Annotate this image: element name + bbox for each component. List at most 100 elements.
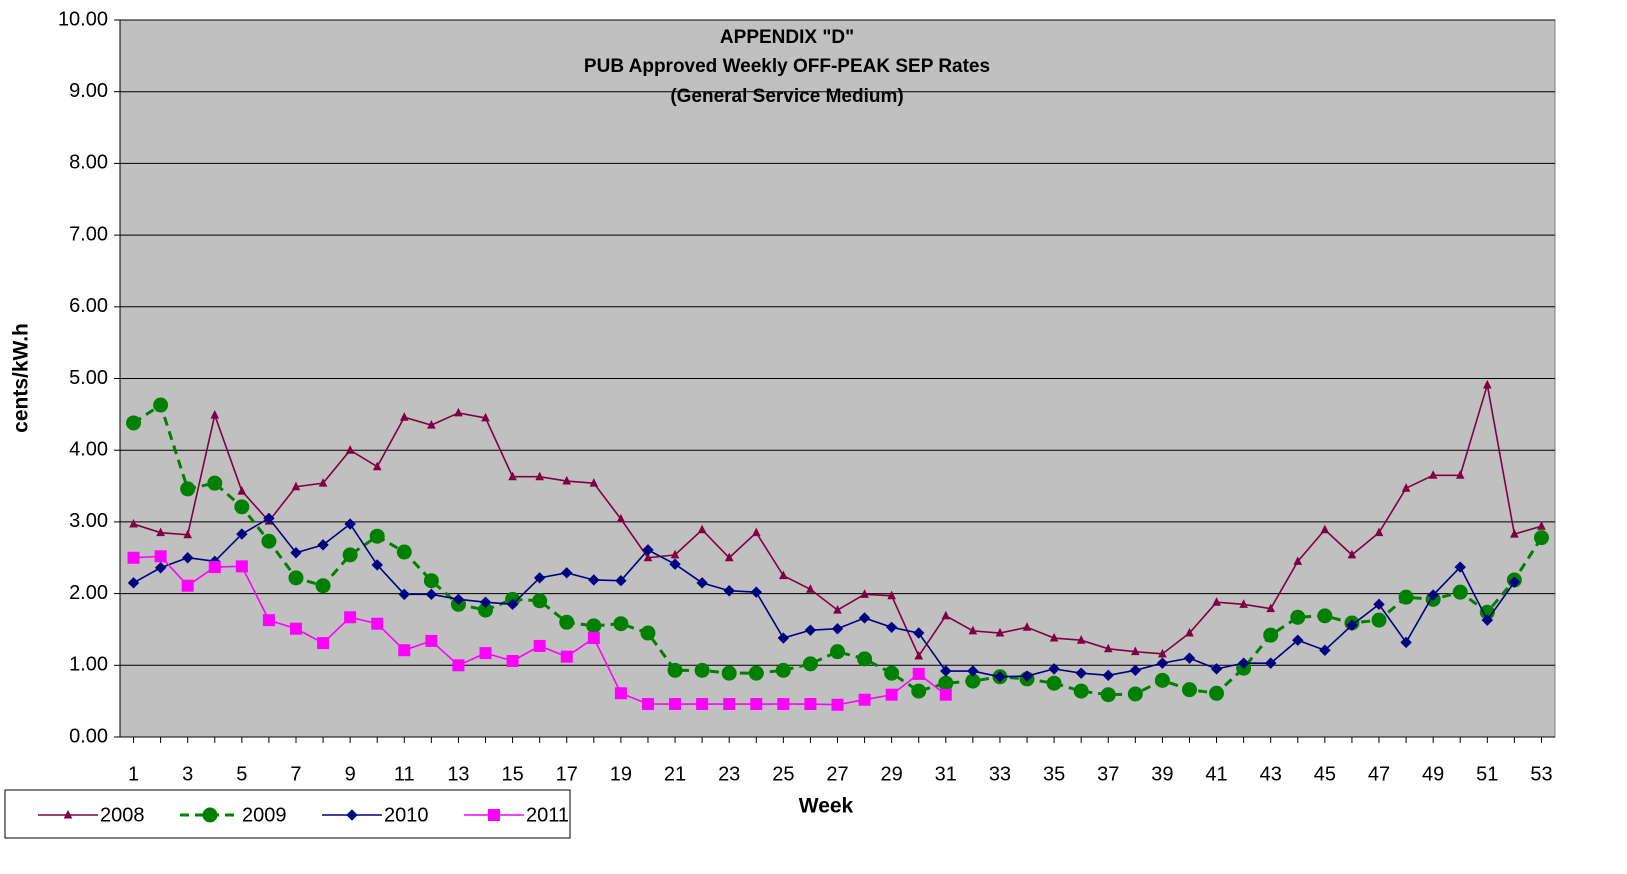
legend xyxy=(4,789,571,839)
x-tick-label: 27 xyxy=(826,763,848,785)
y-tick-label: 2.00 xyxy=(69,582,108,604)
marker xyxy=(912,667,925,680)
marker xyxy=(288,570,304,586)
marker xyxy=(669,558,681,570)
marker xyxy=(911,683,927,699)
marker xyxy=(396,544,412,560)
marker xyxy=(804,624,817,636)
marker xyxy=(1210,663,1223,675)
marker xyxy=(1265,657,1277,669)
chart-title: PUB Approved Weekly OFF-PEAK SEP Rates xyxy=(584,56,990,77)
legend-label: 2011 xyxy=(526,804,569,826)
x-tick-label: 43 xyxy=(1260,763,1282,785)
legend-label: 2008 xyxy=(100,804,145,826)
marker xyxy=(559,614,575,630)
marker xyxy=(208,561,221,574)
marker xyxy=(183,529,192,539)
marker xyxy=(1454,561,1466,573)
x-tick-label: 41 xyxy=(1205,763,1227,785)
marker xyxy=(1239,599,1248,608)
series xyxy=(127,550,952,711)
marker xyxy=(1131,646,1140,656)
marker xyxy=(860,589,869,598)
marker xyxy=(237,485,247,495)
marker xyxy=(1533,530,1549,546)
y-tick-label: 1.00 xyxy=(69,654,108,676)
marker xyxy=(234,499,250,515)
x-tick-label: 51 xyxy=(1476,763,1498,785)
marker xyxy=(180,481,196,497)
marker xyxy=(1046,675,1062,691)
marker xyxy=(721,665,737,681)
marker xyxy=(1428,470,1438,479)
legend-label: 2010 xyxy=(384,804,429,826)
marker xyxy=(1103,643,1113,653)
marker xyxy=(317,539,329,551)
marker xyxy=(318,478,328,487)
marker xyxy=(858,612,871,624)
marker xyxy=(235,560,248,573)
marker xyxy=(723,698,736,711)
marker xyxy=(533,639,546,652)
marker xyxy=(345,445,355,454)
marker xyxy=(1455,470,1465,479)
x-tick-label: 7 xyxy=(290,763,301,785)
marker xyxy=(481,412,490,422)
marker xyxy=(289,622,302,635)
marker xyxy=(315,578,331,594)
marker xyxy=(181,579,194,592)
marker xyxy=(777,698,790,711)
marker xyxy=(129,518,138,528)
marker xyxy=(775,662,791,678)
marker xyxy=(1181,682,1197,698)
marker xyxy=(371,617,384,630)
marker xyxy=(1347,549,1357,559)
marker xyxy=(342,547,358,563)
marker xyxy=(290,547,302,559)
marker xyxy=(1212,597,1221,606)
marker xyxy=(1508,576,1521,588)
marker xyxy=(804,698,817,711)
marker xyxy=(1102,669,1114,682)
marker xyxy=(126,415,142,431)
marker xyxy=(887,590,896,600)
marker xyxy=(263,512,275,525)
x-tick-label: 13 xyxy=(447,763,469,785)
marker xyxy=(1452,584,1468,600)
legend-marker xyxy=(63,809,73,819)
marker xyxy=(857,651,873,667)
chart-title: APPENDIX "D" xyxy=(720,27,854,48)
marker xyxy=(154,550,167,563)
legend-label: 2009 xyxy=(242,804,287,826)
marker xyxy=(1290,609,1306,625)
x-tick-label: 37 xyxy=(1097,763,1119,785)
marker xyxy=(425,588,438,601)
y-tick-label: 9.00 xyxy=(69,80,108,102)
series xyxy=(129,379,1546,660)
x-tick-label: 1 xyxy=(128,763,139,785)
marker xyxy=(833,604,842,614)
marker xyxy=(643,552,653,562)
marker xyxy=(831,698,844,711)
marker xyxy=(1319,644,1331,656)
marker xyxy=(670,549,680,559)
y-tick-label: 0.00 xyxy=(69,725,108,747)
y-tick-label: 8.00 xyxy=(69,152,108,174)
marker xyxy=(479,647,492,660)
y-tick-label: 7.00 xyxy=(69,223,108,245)
y-tick-label: 10.00 xyxy=(58,8,108,30)
marker xyxy=(1346,619,1358,631)
marker xyxy=(1510,528,1519,538)
marker xyxy=(1076,635,1086,644)
marker xyxy=(994,671,1006,683)
marker xyxy=(425,634,438,647)
marker xyxy=(452,659,465,672)
marker xyxy=(1073,683,1089,699)
marker xyxy=(154,562,167,574)
marker xyxy=(750,698,763,711)
marker xyxy=(779,570,788,580)
marker xyxy=(1373,598,1385,611)
marker xyxy=(940,665,952,677)
x-tick-label: 3 xyxy=(182,763,193,785)
x-tick-label: 31 xyxy=(935,763,957,785)
